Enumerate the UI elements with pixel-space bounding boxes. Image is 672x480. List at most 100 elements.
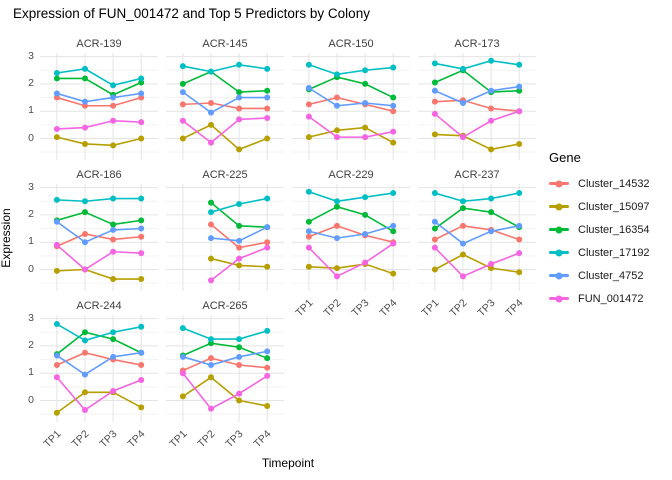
data-point-Cluster_17192: [305, 61, 312, 68]
data-point-Cluster_4752: [516, 83, 523, 90]
data-point-Cluster_15097: [305, 263, 312, 270]
series-line-FUN_001472: [56, 119, 142, 130]
data-point-FUN_001472: [53, 125, 60, 132]
series-line-Cluster_14532: [308, 224, 394, 243]
data-point-FUN_001472: [138, 119, 145, 126]
series-line-Cluster_4752: [308, 87, 394, 107]
data-point-Cluster_15097: [110, 142, 117, 149]
data-point-Cluster_15097: [179, 135, 186, 142]
series-line-Cluster_17192: [434, 192, 520, 203]
x-tick-label: TP3: [223, 428, 246, 451]
series-line-Cluster_15097: [182, 123, 268, 151]
data-point-Cluster_16354: [431, 79, 438, 86]
data-point-Cluster_4752: [516, 222, 523, 229]
data-point-Cluster_14532: [264, 105, 271, 112]
data-point-Cluster_14532: [334, 94, 340, 101]
data-point-Cluster_4752: [208, 362, 214, 369]
data-point-Cluster_4752: [488, 87, 495, 94]
x-tick-label: TP2: [195, 428, 218, 451]
data-point-FUN_001472: [264, 372, 271, 379]
data-point-Cluster_17192: [460, 65, 466, 72]
data-point-Cluster_17192: [138, 195, 145, 202]
data-point-Cluster_17192: [236, 61, 243, 68]
legend-entry-Cluster_14532: Cluster_14532: [549, 172, 650, 195]
data-point-Cluster_17192: [53, 321, 60, 328]
data-point-FUN_001472: [460, 134, 466, 141]
data-point-Cluster_14532: [390, 108, 397, 115]
data-point-Cluster_17192: [208, 336, 214, 343]
data-point-Cluster_15097: [53, 267, 60, 274]
data-point-FUN_001472: [390, 128, 397, 135]
data-point-Cluster_17192: [82, 198, 88, 205]
legend-title: Gene: [549, 150, 581, 165]
data-point-Cluster_15097: [208, 374, 214, 381]
data-point-FUN_001472: [138, 377, 145, 384]
legend-label: Cluster_14532: [578, 177, 650, 190]
series-line-FUN_001472: [434, 247, 520, 278]
data-point-Cluster_15097: [82, 389, 88, 396]
legend-label: Cluster_16354: [578, 223, 650, 236]
legend-entry-Cluster_16354: Cluster_16354: [549, 218, 650, 241]
data-point-Cluster_4752: [110, 353, 117, 360]
data-point-Cluster_17192: [110, 329, 117, 336]
data-point-Cluster_16354: [82, 75, 88, 82]
data-point-Cluster_4752: [264, 348, 271, 355]
series-line-Cluster_15097: [56, 391, 142, 414]
data-point-Cluster_16354: [460, 205, 466, 212]
data-point-Cluster_17192: [179, 63, 186, 70]
data-point-Cluster_16354: [488, 209, 495, 216]
data-point-Cluster_4752: [82, 239, 88, 246]
facet-ACR-229: ACR-229: [292, 168, 410, 291]
series-line-Cluster_16354: [308, 76, 394, 99]
legend-dot-icon: [555, 203, 563, 210]
x-tick-label: TP2: [69, 428, 92, 451]
facet-ACR-186: ACR-186: [40, 168, 158, 291]
y-tick-label: 0: [28, 393, 34, 406]
data-point-Cluster_14532: [208, 221, 214, 228]
legend-key-icon: [549, 272, 569, 279]
series-line-FUN_001472: [56, 376, 142, 412]
legend-entries: Cluster_14532 Cluster_15097 Cluster_16354 C…: [549, 172, 650, 310]
data-point-FUN_001472: [236, 255, 243, 262]
x-tick-label: TP1: [293, 297, 316, 320]
y-tick-label: 1: [28, 366, 34, 379]
series-line-Cluster_15097: [56, 268, 142, 280]
data-point-Cluster_14532: [53, 362, 60, 369]
series-line-FUN_001472: [308, 116, 394, 138]
series-line-Cluster_16354: [56, 211, 142, 226]
data-point-Cluster_17192: [362, 194, 369, 201]
legend-entry-Cluster_15097: Cluster_15097: [549, 195, 650, 218]
data-point-Cluster_17192: [516, 61, 523, 68]
data-point-Cluster_15097: [236, 146, 243, 153]
data-point-FUN_001472: [53, 374, 60, 381]
data-point-Cluster_16354: [264, 355, 271, 362]
data-point-Cluster_14532: [110, 236, 117, 243]
facet-title: ACR-265: [202, 300, 248, 312]
facet-ACR-173: ACR-173: [418, 37, 536, 160]
data-point-FUN_001472: [208, 277, 214, 284]
data-point-Cluster_17192: [431, 190, 438, 197]
data-point-Cluster_17192: [390, 190, 397, 197]
data-point-Cluster_17192: [208, 209, 214, 216]
facet-title: ACR-139: [76, 38, 122, 50]
data-point-Cluster_14532: [82, 231, 88, 238]
series-line-Cluster_17192: [56, 197, 142, 203]
data-point-Cluster_16354: [362, 211, 369, 218]
data-point-Cluster_17192: [390, 64, 397, 71]
data-point-FUN_001472: [488, 117, 495, 124]
facet-title: ACR-186: [76, 169, 122, 181]
data-point-FUN_001472: [362, 134, 369, 141]
data-point-Cluster_16354: [110, 336, 117, 343]
series-line-Cluster_17192: [182, 63, 268, 73]
series-line-Cluster_14532: [56, 351, 142, 366]
data-point-FUN_001472: [82, 266, 88, 273]
legend-label: Cluster_15097: [578, 200, 650, 213]
data-point-Cluster_16354: [264, 87, 271, 94]
data-point-Cluster_15097: [110, 276, 117, 283]
data-point-Cluster_15097: [138, 135, 145, 142]
data-point-Cluster_14532: [82, 349, 88, 356]
series-line-Cluster_17192: [308, 190, 394, 203]
data-point-Cluster_15097: [431, 266, 438, 273]
data-point-Cluster_4752: [488, 228, 495, 235]
series-line-FUN_001472: [56, 244, 142, 271]
